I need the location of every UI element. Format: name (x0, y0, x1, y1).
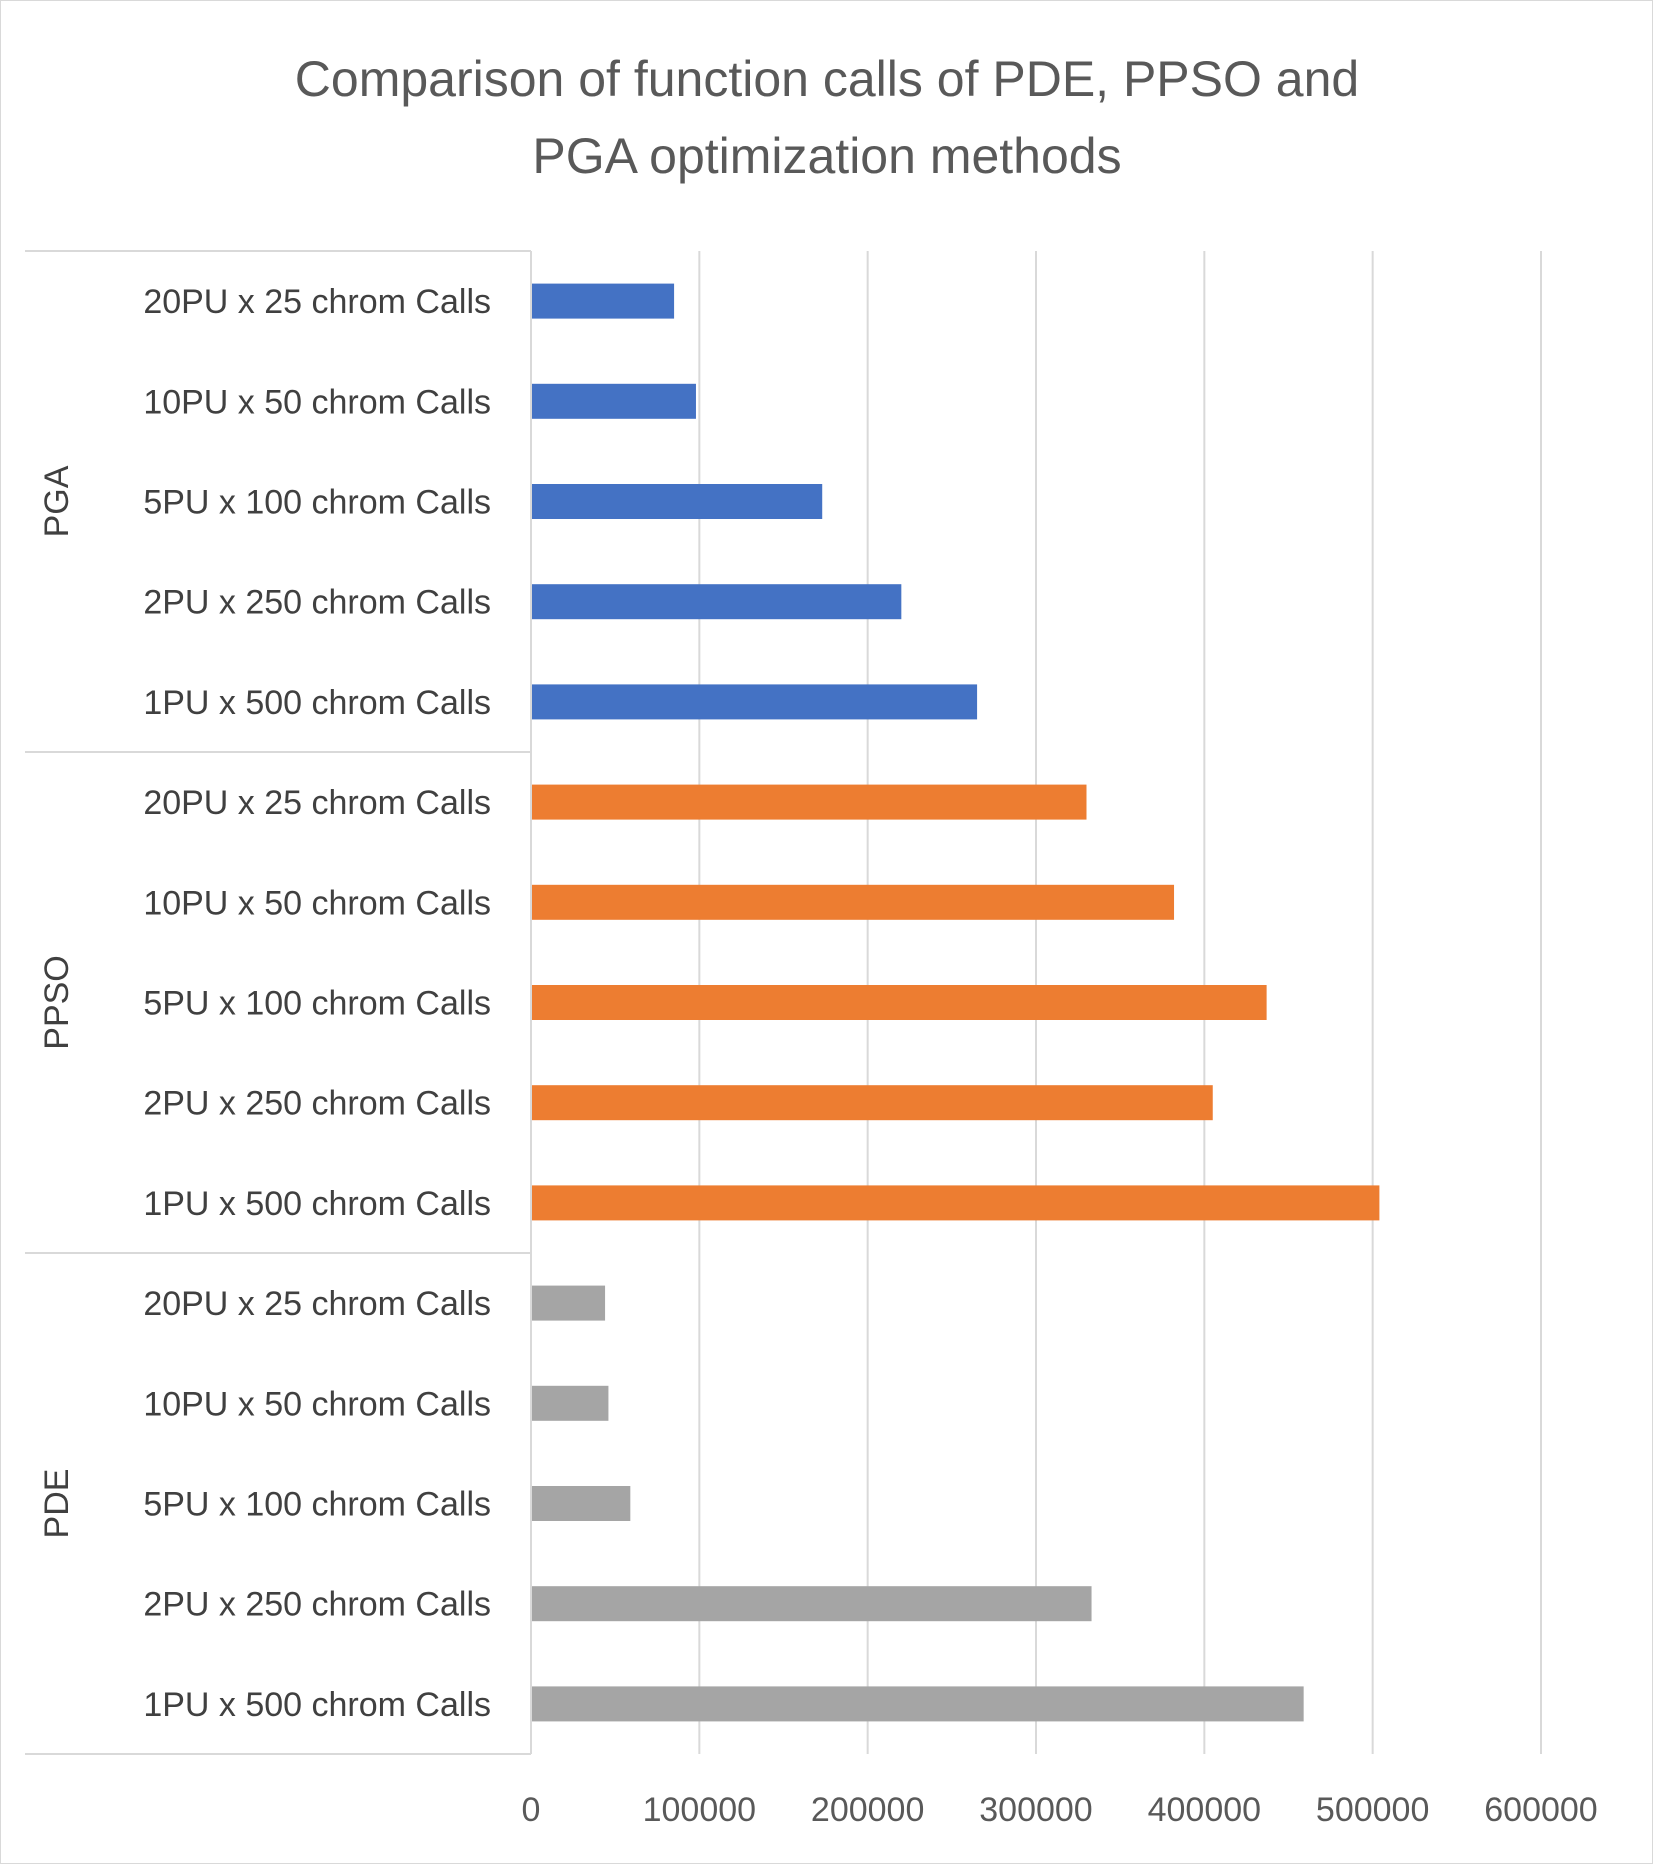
bar-pde (532, 1385, 609, 1421)
bar-pga (532, 383, 696, 419)
bar-pde (532, 1586, 1092, 1622)
group-label-pga: PGA (38, 465, 76, 537)
chart-title-line: Comparison of function calls of PDE, PPS… (295, 51, 1359, 107)
x-tick-label: 500000 (1316, 1791, 1429, 1829)
bar-pga (532, 584, 902, 620)
group-label-pde: PDE (38, 1469, 76, 1539)
category-label: 2PU x 250 chrom Calls (143, 1586, 491, 1624)
category-label: 20PU x 25 chrom Calls (143, 784, 491, 822)
x-tick-label: 100000 (643, 1791, 756, 1829)
x-tick-label: 600000 (1484, 1791, 1597, 1829)
bar-ppso (532, 1185, 1380, 1221)
category-label: 20PU x 25 chrom Calls (143, 1285, 491, 1323)
bar-ppso (532, 884, 1175, 920)
category-label: 10PU x 50 chrom Calls (143, 884, 491, 922)
x-tick-label: 300000 (979, 1791, 1092, 1829)
bar-pga (532, 684, 978, 720)
category-label: 10PU x 50 chrom Calls (143, 1385, 491, 1423)
bar-pde (532, 1285, 606, 1321)
category-label: 20PU x 25 chrom Calls (143, 283, 491, 321)
chart-title-line: PGA optimization methods (532, 128, 1121, 184)
bar-ppso (532, 985, 1267, 1020)
category-label: 10PU x 50 chrom Calls (143, 383, 491, 421)
bar-ppso (532, 1085, 1213, 1121)
bar-pde (532, 1486, 631, 1521)
x-tick-label: 400000 (1148, 1791, 1261, 1829)
bar-pde (532, 1686, 1304, 1722)
x-tick-label: 0 (522, 1791, 541, 1829)
category-label: 2PU x 250 chrom Calls (143, 584, 491, 622)
category-label: 1PU x 500 chrom Calls (143, 1185, 491, 1223)
category-label: 1PU x 500 chrom Calls (143, 684, 491, 722)
category-label: 2PU x 250 chrom Calls (143, 1085, 491, 1123)
category-label: 5PU x 100 chrom Calls (143, 484, 491, 522)
bar-pga (532, 484, 823, 519)
x-tick-label: 200000 (811, 1791, 924, 1829)
category-label: 5PU x 100 chrom Calls (143, 985, 491, 1023)
group-label-ppso: PPSO (38, 955, 76, 1049)
category-label: 5PU x 100 chrom Calls (143, 1486, 491, 1524)
bar-ppso (532, 784, 1087, 820)
bar-pga (532, 283, 675, 319)
category-label: 1PU x 500 chrom Calls (143, 1686, 491, 1724)
